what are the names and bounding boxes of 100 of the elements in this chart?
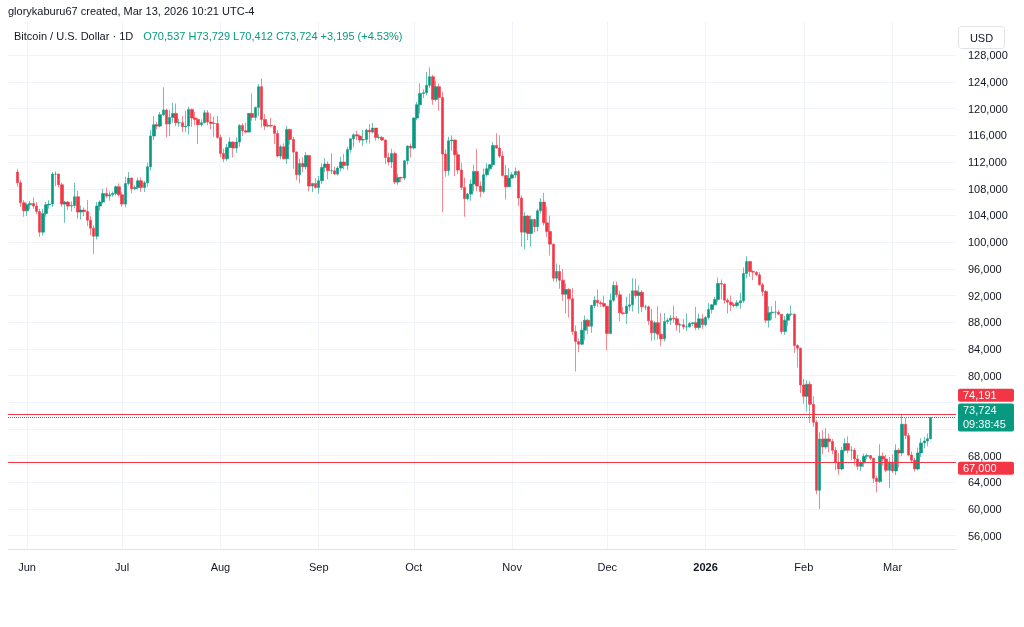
candlestick: [358, 134, 362, 144]
y-tick-label: 120,000: [968, 102, 1008, 115]
candlestick: [682, 318, 685, 330]
y-tick-label: 104,000: [968, 209, 1008, 222]
x-tick-label: Dec: [597, 560, 618, 573]
y-tick-label: 128,000: [968, 49, 1008, 62]
candlestick: [209, 113, 213, 130]
candlestick: [187, 106, 190, 136]
x-tick-label: Aug: [210, 560, 231, 573]
candlestick: [203, 109, 206, 124]
candlestick: [355, 130, 359, 141]
candlestick: [181, 115, 184, 133]
candlestick: [533, 218, 536, 233]
candlestick: [342, 153, 346, 170]
candlestick: [174, 103, 178, 127]
y-tick-label: 84,000: [968, 342, 1002, 355]
candlestick: [136, 177, 140, 190]
candlestick: [384, 139, 387, 165]
candlestick: [276, 129, 279, 158]
candlestick: [76, 190, 80, 220]
candlestick: [307, 155, 311, 192]
candlestick: [701, 313, 704, 330]
y-tick-label: 100,000: [968, 236, 1008, 249]
candlestick: [339, 156, 343, 172]
candlestick: [301, 157, 305, 173]
candlestick: [184, 110, 187, 133]
candlestick: [399, 176, 403, 183]
candlestick: [888, 456, 891, 489]
candlestick: [650, 308, 653, 342]
candlestick: [625, 296, 628, 325]
candlestick: [298, 158, 301, 184]
candlestick: [266, 122, 270, 128]
candlestick: [818, 431, 821, 510]
candlestick: [105, 187, 108, 199]
candlestick: [894, 443, 898, 476]
candlestick: [447, 136, 450, 176]
candlestick: [244, 122, 248, 134]
candlestick: [425, 71, 428, 96]
candlestick: [95, 201, 99, 240]
candlestick: [282, 143, 286, 160]
candlestick: [491, 141, 495, 168]
candlestick: [393, 151, 397, 185]
text: Bitcoin / U.S. Dollar · 1D: [14, 29, 134, 42]
candlestick: [716, 277, 720, 302]
candlestick: [767, 305, 771, 328]
candlestick: [694, 306, 698, 331]
candlestick: [529, 215, 533, 248]
candlestick: [720, 279, 723, 300]
candlestick: [748, 260, 752, 278]
y-axis-title: USD: [969, 31, 994, 44]
candlestick: [396, 173, 400, 186]
candlestick: [583, 315, 587, 341]
candlestick: [586, 318, 590, 335]
text: 09:38:45: [963, 417, 1006, 430]
candlestick: [564, 283, 568, 314]
candlestick: [51, 171, 54, 208]
y-tick-label: 88,000: [968, 316, 1002, 329]
candlestick: [63, 200, 67, 224]
candlestick: [878, 443, 882, 484]
y-tick-label: 112,000: [968, 156, 1007, 169]
candlestick: [821, 429, 825, 455]
candlestick: [257, 83, 260, 117]
y-tick-label: 80,000: [968, 369, 1002, 382]
candlestick: [685, 313, 688, 332]
x-tick-label: Oct: [405, 560, 423, 573]
y-tick-label: 108,000: [968, 182, 1008, 195]
candlestick: [32, 197, 35, 210]
candlestick: [361, 129, 365, 147]
candlestick: [206, 109, 209, 126]
ref-line-label: 73,724: [963, 403, 997, 416]
candlestick: [561, 268, 565, 302]
candlestick: [827, 433, 831, 453]
candlestick: [434, 80, 438, 102]
candlestick: [774, 300, 777, 319]
candlestick: [304, 151, 308, 170]
y-tick-label: 64,000: [968, 476, 1002, 489]
candlestick: [824, 427, 828, 450]
candlestick: [212, 116, 216, 138]
candlestick: [326, 161, 330, 180]
candlestick: [279, 144, 282, 160]
candlestick: [637, 285, 641, 314]
y-tick-label: 60,000: [968, 502, 1002, 515]
candlestick: [729, 295, 733, 312]
candlestick: [453, 139, 457, 177]
candlestick: [260, 78, 263, 128]
x-tick-label: 2026: [693, 560, 718, 573]
y-tick-label: 56,000: [968, 529, 1002, 542]
candlestick: [371, 122, 374, 134]
y-tick-label: 116,000: [968, 129, 1007, 142]
candlestick: [314, 177, 317, 190]
candlestick: [79, 205, 83, 220]
candlestick: [108, 191, 111, 202]
candlestick: [311, 182, 314, 193]
candlestick: [390, 148, 393, 169]
candlestick: [177, 118, 181, 128]
x-tick-label: Feb: [794, 560, 814, 573]
x-tick-label: Nov: [502, 560, 523, 573]
text: glorykaburu67 created, Mar 13, 2026 10:21 UTC-4: [8, 4, 255, 17]
candlestick: [25, 202, 29, 217]
candlestick: [669, 314, 672, 326]
